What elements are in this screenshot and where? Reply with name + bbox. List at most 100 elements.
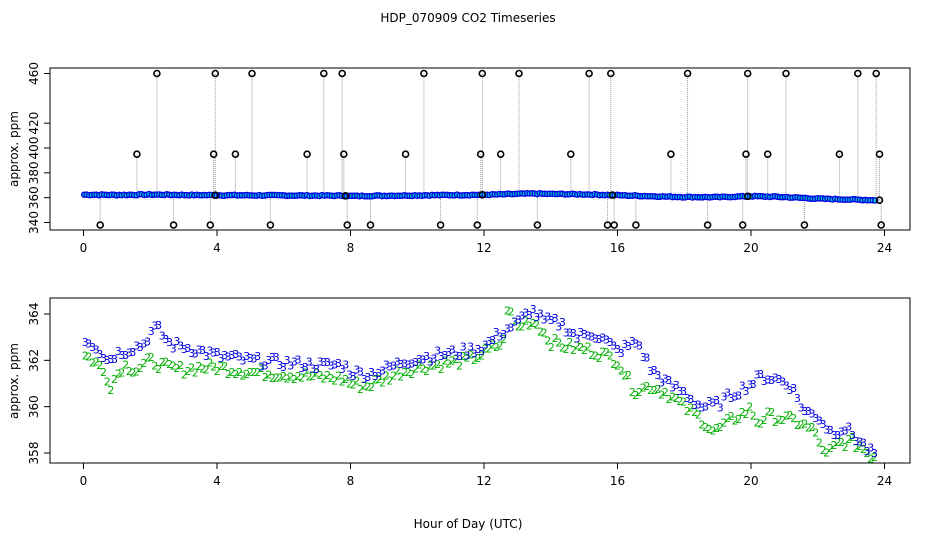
spike-point [401, 150, 410, 158]
spike-point [800, 221, 809, 229]
spike-point [515, 69, 523, 78]
series-3-point: 3 [537, 307, 544, 320]
series-2-point: 2 [386, 375, 393, 388]
series-3-point: 3 [860, 437, 867, 450]
series-3-point: 3 [408, 358, 415, 371]
series-2-point: 2 [159, 356, 166, 369]
series-3-point: 3 [181, 343, 188, 356]
series-2-point: 2 [151, 360, 158, 373]
series-2-point: 2 [710, 425, 717, 438]
top-x-axis: 0 4 8 12 16 20 24 [80, 230, 892, 255]
series-2-point: 2 [313, 366, 320, 379]
spike-point [683, 69, 692, 78]
y-tick-label: 340 [27, 211, 41, 234]
series-2-point: 2 [574, 340, 581, 353]
series-2-point: 2 [203, 363, 210, 376]
series-3-point: 3 [801, 405, 808, 418]
series-3-point: 3 [864, 445, 871, 458]
series-3-point: 3 [265, 354, 272, 367]
baseline-marker [743, 192, 752, 201]
series-3-point: 3 [258, 360, 265, 373]
series-2-point: 2 [133, 366, 140, 379]
series-3-point: 3 [695, 399, 702, 412]
x-tick-label: 8 [347, 241, 355, 255]
series-2-point: 2 [412, 362, 419, 375]
series-2-point: 2 [251, 366, 258, 379]
series-3-point: 3 [643, 352, 650, 365]
series-2-point: 2 [394, 365, 401, 378]
series-3-point: 3 [207, 345, 214, 358]
series-2-point: 2 [449, 354, 456, 367]
series-3-point: 3 [423, 350, 430, 363]
series-2-point: 2 [783, 409, 790, 422]
series-3-point: 3 [151, 320, 158, 333]
series-3-point: 3 [185, 342, 192, 355]
series-3-point: 3 [544, 311, 551, 324]
series-2-point: 2 [552, 332, 559, 345]
series-2-point: 2 [570, 344, 577, 357]
series-2-point: 2 [467, 349, 474, 362]
series-3-point: 3 [232, 348, 239, 361]
series-2-point: 2 [816, 436, 823, 449]
series-3-point: 3 [221, 349, 228, 362]
series-3-point: 3 [687, 393, 694, 406]
series-2-point: 2 [129, 367, 136, 380]
series-2-point: 2 [265, 369, 272, 382]
series-3-point: 3 [654, 369, 661, 382]
series-2-point: 2 [867, 453, 874, 466]
series-3-point: 3 [401, 358, 408, 371]
series-3-point: 3 [405, 358, 412, 371]
series-2-point: 2 [364, 380, 371, 393]
series-3-point: 3 [155, 319, 162, 332]
series-2-point: 2 [210, 360, 217, 373]
spike-point [606, 69, 615, 78]
spike-point [610, 221, 619, 229]
spike-point [319, 69, 328, 78]
spike-point [877, 221, 886, 229]
series-3-point: 3 [302, 361, 309, 374]
series-3-point: 3 [511, 316, 518, 329]
series-3-point: 3 [273, 351, 280, 364]
series-2-point: 2 [596, 352, 603, 365]
series-3-point: 3 [85, 338, 92, 351]
series-3-point: 3 [361, 373, 368, 386]
x-axis-label: Hour of Day (UTC) [414, 517, 523, 531]
series-3-point: 3 [346, 368, 353, 381]
series-2-point: 2 [728, 410, 735, 423]
series-3-point: 3 [625, 340, 632, 353]
series-3-point: 3 [449, 343, 456, 356]
series-2-point: 2 [750, 410, 757, 423]
series-3-point: 3 [438, 350, 445, 363]
series-3-point: 3 [651, 364, 658, 377]
series-3-point: 3 [192, 348, 199, 361]
series-2-point: 2 [324, 369, 331, 382]
y-tick-label: 360 [27, 395, 41, 418]
series-2-point: 2 [144, 351, 151, 364]
series-2-point: 2 [331, 375, 338, 388]
series-2-point: 2 [790, 412, 797, 425]
series-3-point: 3 [243, 350, 250, 363]
y-tick-label: 460 [27, 62, 41, 85]
chart-title: HDP_070909 CO2 Timeseries [380, 11, 555, 25]
series-3-point: 3 [776, 373, 783, 386]
series-2-point: 2 [140, 357, 147, 370]
series-2-point: 2 [680, 395, 687, 408]
series-3-point: 3 [629, 335, 636, 348]
series-3-point: 3 [331, 359, 338, 372]
spike-point [231, 150, 240, 158]
series-2-point: 2 [864, 447, 871, 460]
series-3-point: 3 [357, 366, 364, 379]
series-2-point: 2 [640, 381, 647, 394]
spike-point [782, 69, 790, 78]
series-2-point: 2 [541, 326, 548, 339]
top-y-label: approx. ppm [7, 111, 21, 187]
series-3-point: 3 [291, 356, 298, 369]
y-tick-label: 420 [27, 112, 41, 135]
series-3-point: 3 [548, 314, 555, 327]
series-2-point: 2 [107, 384, 114, 397]
series-3-point: 3 [453, 350, 460, 363]
series-2-point: 2 [702, 421, 709, 434]
series-2-point: 2 [453, 353, 460, 366]
series-2-point: 2 [856, 440, 863, 453]
